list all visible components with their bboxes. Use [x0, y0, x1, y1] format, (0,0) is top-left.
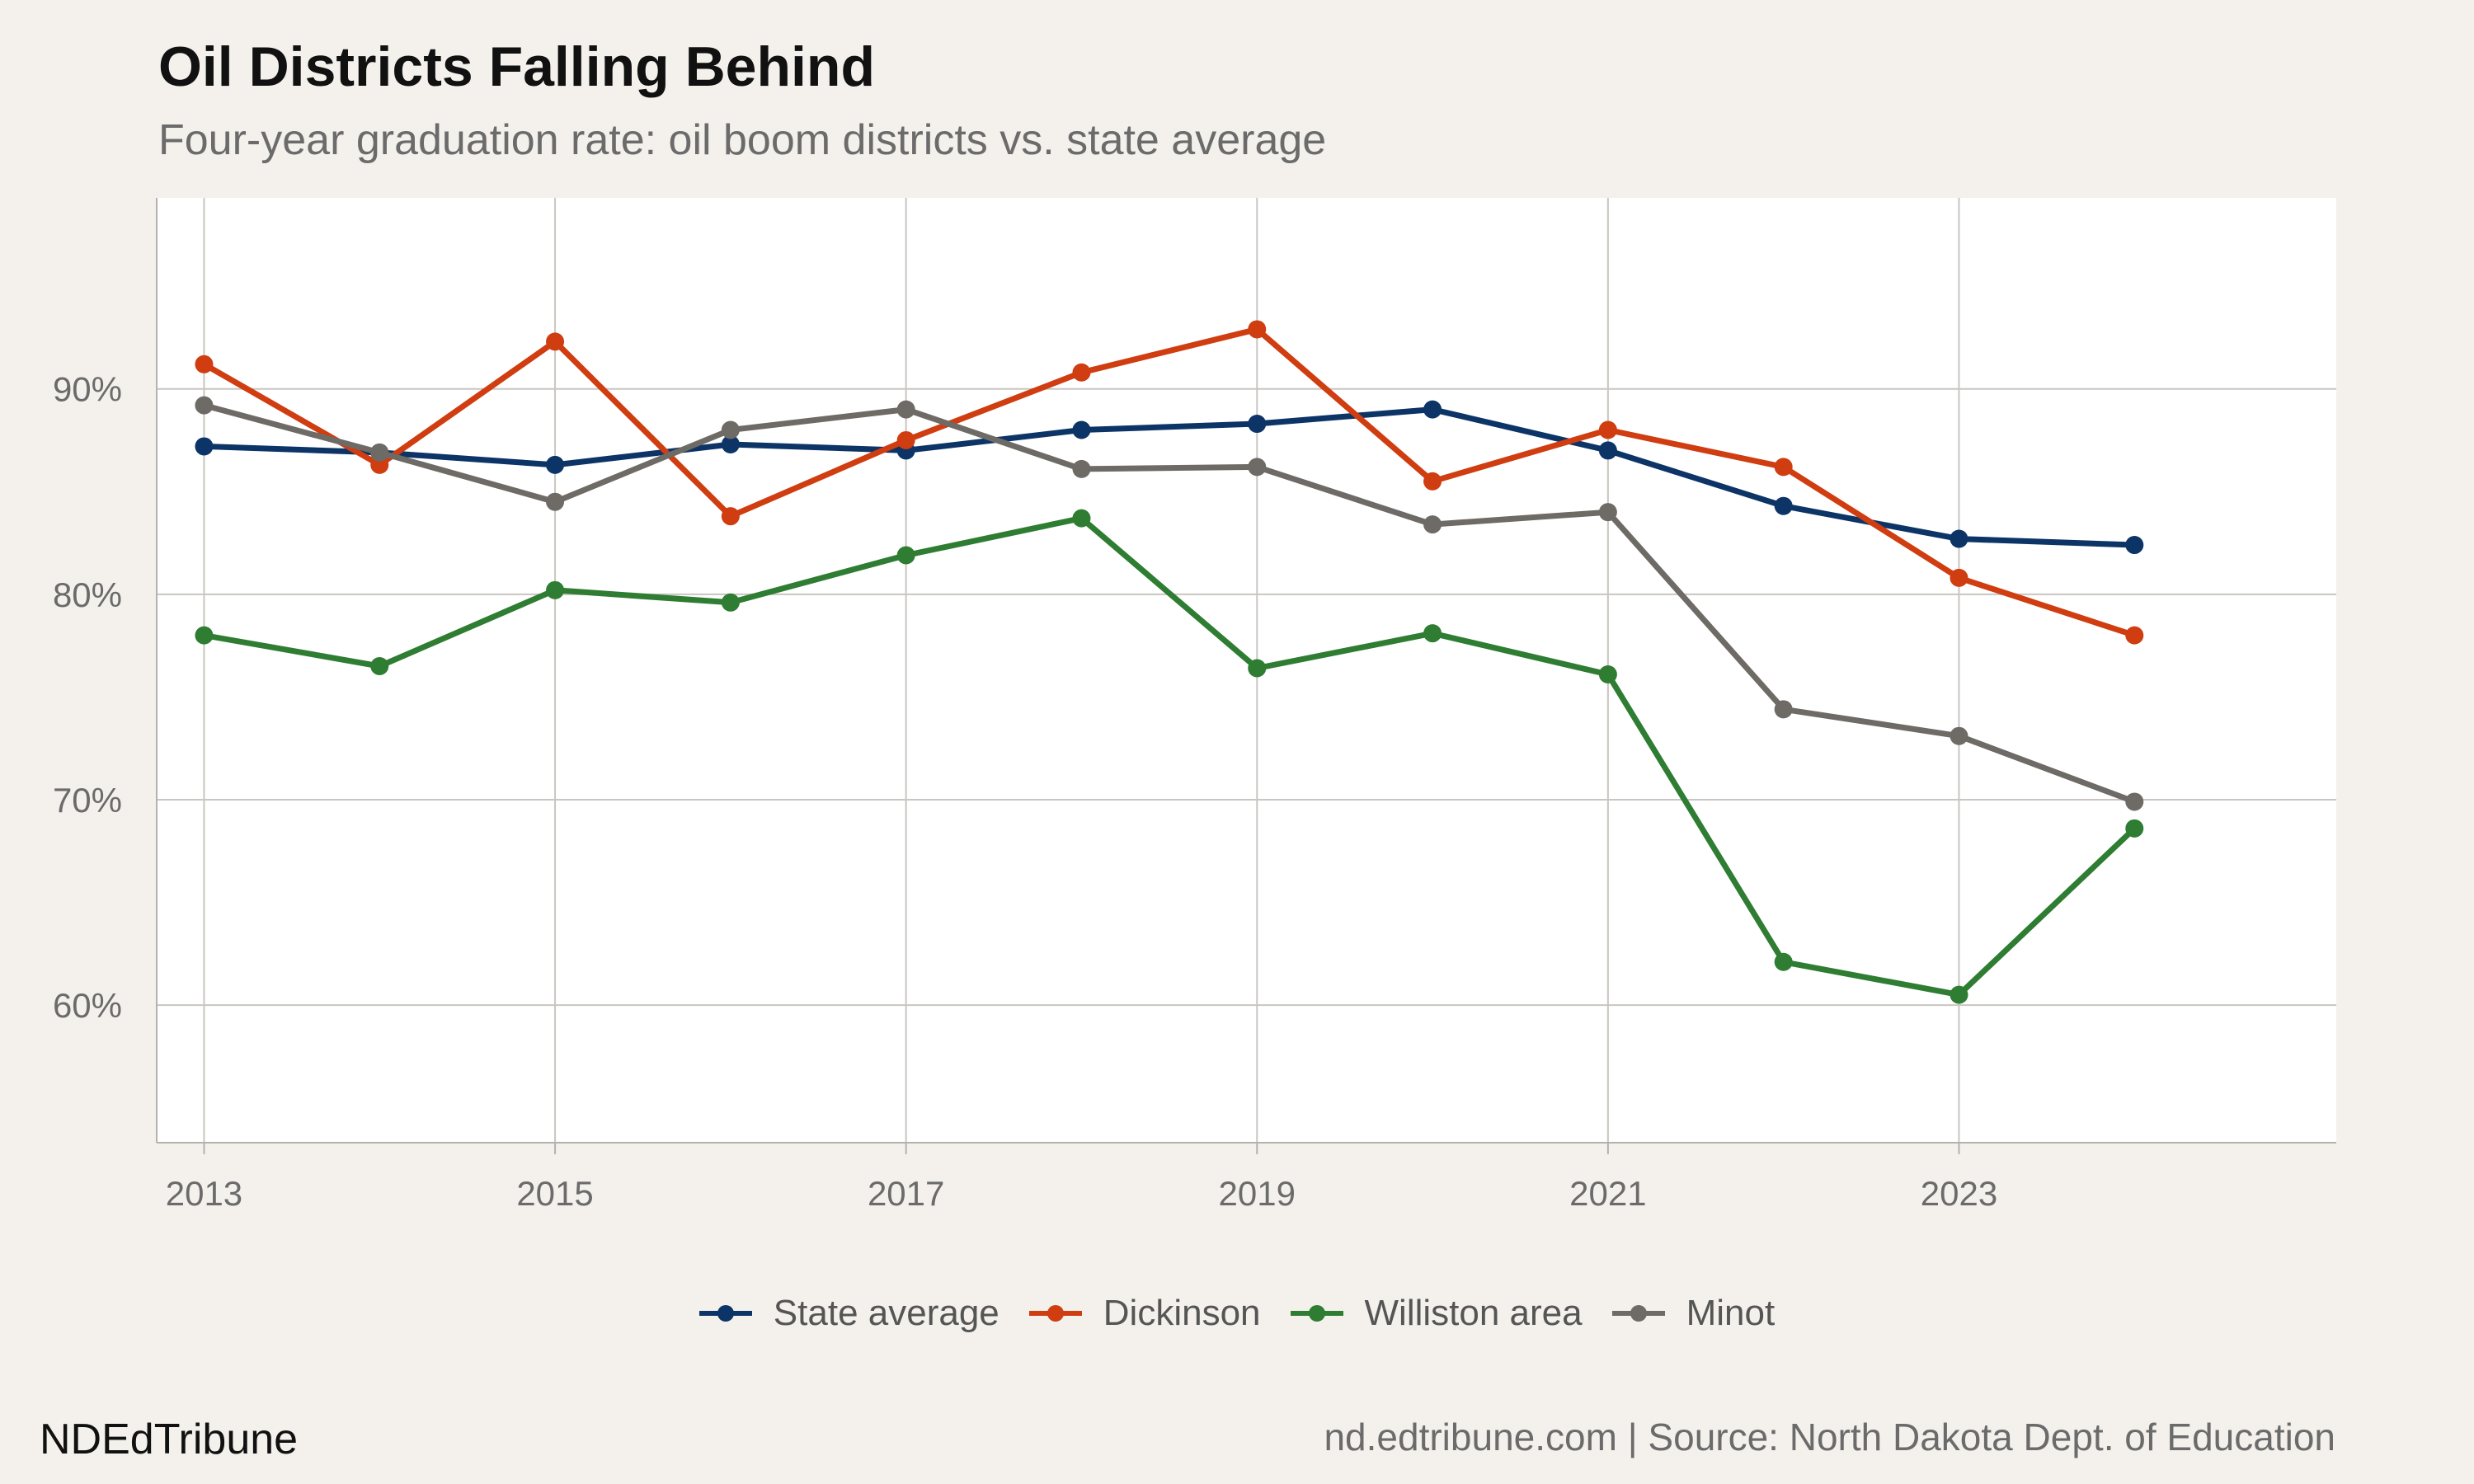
data-point-minot [1774, 700, 1793, 719]
data-point-dickinson [546, 332, 565, 351]
chart-title: Oil Districts Falling Behind [158, 35, 875, 98]
x-axis-ticks: 2013 2015 2017 2019 2021 2023 [166, 1174, 1997, 1213]
data-point-minot [2125, 792, 2144, 811]
data-point-state-average [2125, 536, 2144, 555]
x-tick-label: 2019 [1219, 1174, 1296, 1213]
data-point-minot [546, 492, 565, 511]
y-tick-label: 80% [53, 575, 122, 614]
x-tick-label: 2015 [516, 1174, 593, 1213]
data-point-williston-area [1950, 985, 1968, 1004]
data-point-minot [1598, 503, 1617, 522]
data-point-minot [1072, 459, 1091, 478]
x-tick-label: 2017 [868, 1174, 944, 1213]
brand-logo-text: NDEdTribune [40, 1416, 299, 1463]
x-tick-label: 2023 [1921, 1174, 1997, 1213]
data-point-williston-area [896, 546, 915, 565]
data-point-state-average [1072, 420, 1091, 439]
data-point-minot [721, 420, 740, 439]
legend-item-minot: Minot [1611, 1293, 1776, 1334]
data-point-state-average [1774, 496, 1793, 515]
series-line-dickinson [201, 326, 2138, 639]
data-point-williston-area [1248, 659, 1267, 678]
data-point-dickinson [2125, 626, 2144, 645]
legend: State average Dickinson Williston area Mino… [0, 1293, 2474, 1334]
data-point-minot [1950, 726, 1968, 745]
data-point-dickinson [896, 430, 915, 449]
data-point-state-average [1598, 441, 1617, 460]
data-point-williston-area [2125, 819, 2144, 838]
legend-swatch-icon [1290, 1301, 1343, 1326]
data-point-williston-area [195, 626, 214, 645]
plot-background [157, 198, 2336, 1143]
series-line-minot [201, 402, 2138, 805]
data-point-dickinson [195, 355, 214, 373]
data-point-state-average [1423, 400, 1442, 419]
y-tick-label: 90% [53, 370, 122, 409]
data-point-minot [370, 443, 389, 462]
data-point-dickinson [721, 507, 740, 526]
data-point-williston-area [1598, 665, 1617, 683]
y-axis-ticks: 60% 70% 80% 90% [53, 370, 122, 1025]
legend-item-dickinson: Dickinson [1028, 1293, 1261, 1334]
data-point-minot [195, 396, 214, 415]
data-point-dickinson [1248, 320, 1267, 339]
legend-label: Minot [1686, 1293, 1776, 1333]
legend-swatch-icon [1028, 1301, 1082, 1326]
legend-label: Williston area [1364, 1293, 1583, 1333]
data-point-williston-area [1423, 624, 1442, 643]
axes [156, 198, 2336, 1154]
x-tick-label: 2013 [166, 1174, 242, 1213]
legend-swatch-icon [1611, 1301, 1665, 1326]
data-point-state-average [721, 434, 740, 453]
data-point-dickinson [1423, 472, 1442, 491]
legend-item-state-average: State average [698, 1293, 999, 1334]
series-line-state-average [201, 406, 2138, 548]
data-point-state-average [546, 455, 565, 474]
data-point-dickinson [1774, 458, 1793, 477]
data-point-minot [1248, 458, 1267, 477]
data-point-dickinson [1598, 420, 1617, 439]
data-point-williston-area [546, 580, 565, 599]
data-point-williston-area [1072, 509, 1091, 528]
data-point-state-average [1950, 529, 1968, 548]
legend-label: Dickinson [1103, 1293, 1261, 1333]
series-layer [195, 320, 2144, 1004]
data-point-dickinson [1072, 363, 1091, 382]
data-point-williston-area [1774, 952, 1793, 971]
legend-swatch-icon [698, 1301, 752, 1326]
x-tick-label: 2021 [1569, 1174, 1646, 1213]
chart-subtitle: Four-year graduation rate: oil boom dist… [158, 116, 1327, 164]
data-point-minot [896, 400, 915, 419]
series-line-williston-area [201, 515, 2138, 998]
y-tick-label: 70% [53, 781, 122, 819]
data-point-williston-area [370, 657, 389, 676]
data-point-dickinson [1950, 568, 1968, 587]
data-point-state-average [195, 437, 214, 456]
data-point-minot [1423, 515, 1442, 534]
legend-label: State average [773, 1293, 999, 1333]
data-point-state-average [1248, 415, 1267, 434]
source-caption: nd.edtribune.com | Source: North Dakota … [1324, 1416, 2335, 1458]
y-tick-label: 60% [53, 986, 122, 1025]
data-point-williston-area [721, 593, 740, 612]
legend-item-williston-area: Williston area [1290, 1293, 1583, 1334]
